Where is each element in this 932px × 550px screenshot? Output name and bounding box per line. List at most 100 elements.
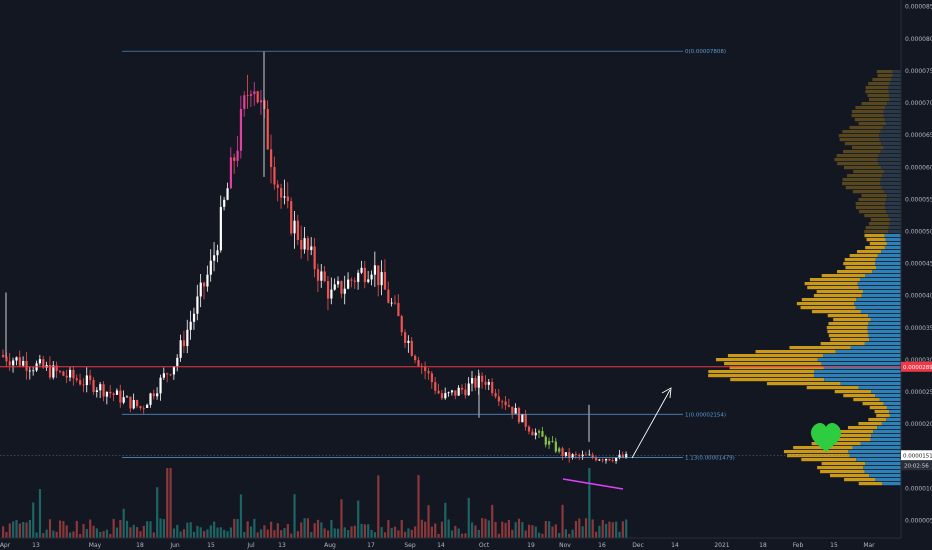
volume-bar	[474, 525, 477, 538]
candle-body	[363, 267, 366, 283]
volume-profile-bar-down	[860, 278, 901, 282]
candle-body	[105, 391, 109, 397]
volume-profile-bar-down	[889, 410, 901, 414]
volume-profile-bar-up	[817, 466, 864, 470]
volume-profile-bar-up	[865, 86, 889, 90]
volume-bar	[615, 521, 618, 538]
projection-arrow-line[interactable]	[631, 389, 671, 459]
volume-bar	[105, 529, 109, 538]
volume-profile-bar-down	[886, 122, 901, 126]
volume-bar	[209, 525, 212, 538]
candle-body	[189, 321, 192, 330]
candle-body	[25, 361, 28, 371]
volume-bar	[326, 530, 330, 538]
price-axis[interactable]: 0.000005000.000010000.000015000.00002000…	[905, 4, 932, 525]
candle-body	[2, 354, 5, 357]
candle-body	[347, 279, 350, 289]
candle-body	[367, 279, 370, 283]
candle-body	[233, 157, 236, 161]
volume-bar	[621, 521, 624, 538]
candle-body	[360, 267, 363, 273]
volume-bar	[256, 532, 259, 538]
volume-bar	[276, 523, 279, 538]
volume-profile-bar-up	[708, 374, 815, 378]
volume-bar	[300, 522, 303, 538]
volume-profile-bar-up	[821, 462, 866, 466]
price-tick-label: 0.00008500	[905, 4, 932, 11]
volume-bar	[280, 530, 283, 538]
candle-body	[397, 303, 400, 317]
time-tick-label: 14	[437, 542, 445, 549]
volume-bar	[58, 520, 62, 538]
time-tick-label: Aug	[324, 542, 336, 549]
price-tick-label: 0.00006000	[905, 164, 932, 171]
price-tick-label: 0.00007000	[905, 100, 932, 107]
volume-profile-bar-up	[842, 130, 881, 134]
candle-body	[340, 281, 343, 294]
volume-bar	[79, 533, 82, 538]
candle-body	[447, 392, 450, 394]
volume-bar	[306, 518, 310, 538]
candle-body	[300, 239, 303, 250]
volume-profile-bar-up	[855, 202, 886, 206]
candle-body	[273, 167, 276, 185]
candle-body	[326, 281, 330, 299]
volume-profile-bar-up	[807, 286, 859, 290]
candle-body	[517, 407, 521, 423]
volume-profile-bar-up	[827, 330, 868, 334]
volume-profile-bar-down	[884, 246, 901, 250]
volume-profile-bar-up	[829, 474, 870, 478]
candle-body	[5, 356, 8, 362]
volume-profile-bar-down	[881, 142, 901, 146]
candle-body	[544, 436, 547, 445]
candle-body	[28, 370, 31, 372]
volume-bar	[521, 522, 524, 538]
volume-bar	[548, 521, 551, 538]
candle-body	[310, 246, 313, 251]
time-tick-label: 13	[32, 542, 40, 549]
horizontal-line-price-label: 0.00002894	[903, 365, 932, 371]
volume-bar	[119, 520, 122, 538]
volume-profile-bar-up	[715, 358, 818, 362]
volume-profile-bar-up	[853, 170, 885, 174]
volume-profile-bar-up	[858, 422, 882, 426]
volume-profile-bar-down	[884, 118, 901, 122]
volume-bar	[507, 519, 511, 538]
volume-bar	[243, 532, 246, 538]
time-tick-label: Apr	[0, 542, 11, 549]
time-tick-label: Dec	[632, 542, 644, 549]
price-tick-label: 0.00004500	[905, 261, 932, 268]
volume-profile-bar-down	[875, 258, 901, 262]
volume-bar	[139, 531, 142, 538]
candle-body	[226, 188, 229, 200]
volume-profile-bar-down	[867, 326, 901, 330]
volume-profile-bar-up	[877, 74, 893, 78]
volume-profile-bar-up	[789, 346, 851, 350]
candle-body	[474, 378, 477, 388]
price-tags: 0.00002894 0.00001516 20:02:56	[901, 361, 932, 471]
volume-bar	[340, 499, 343, 538]
volume-profile-bar-up	[853, 398, 880, 402]
volume-bar	[8, 523, 11, 538]
price-tick-label: 0.00004000	[905, 293, 932, 300]
volume-profile-bar-down	[886, 406, 901, 410]
candle-body	[132, 400, 135, 409]
volume-bar	[206, 529, 209, 538]
volume-bar	[132, 524, 135, 538]
volume-bar	[35, 532, 38, 538]
volume-bar	[427, 505, 430, 538]
candle-body	[383, 272, 387, 290]
volume-profile-bar-down	[863, 290, 901, 294]
candle-body	[417, 360, 420, 367]
volume-bar	[22, 521, 25, 538]
volume-bar	[511, 529, 514, 538]
volume-profile-bar-down	[817, 358, 901, 362]
volume-bar	[591, 519, 594, 538]
volume-profile-bar-up	[800, 306, 856, 310]
volume-bar	[203, 531, 206, 538]
volume-profile-bar-down	[881, 250, 901, 254]
time-axis[interactable]: Apr 13 May 18 Jun 15 Jul 13 Aug 17 Sep 14 Oct 19 Nov 16…	[0, 542, 875, 549]
divergence-trendline[interactable]	[562, 478, 624, 490]
